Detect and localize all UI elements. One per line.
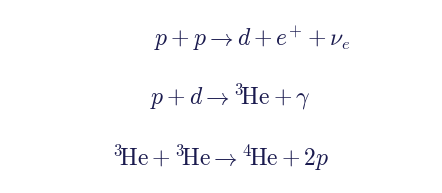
Text: $p + d \rightarrow {^3}\!\mathrm{He} + \gamma$: $p + d \rightarrow {^3}\!\mathrm{He} + \… <box>149 81 310 112</box>
Text: $p + p \rightarrow d + e^{+} + \nu_e$: $p + p \rightarrow d + e^{+} + \nu_e$ <box>154 24 350 53</box>
Text: $^3\!\mathrm{He} + {^3}\!\mathrm{He} \rightarrow {^4}\!\mathrm{He} + 2p$: $^3\!\mathrm{He} + {^3}\!\mathrm{He} \ri… <box>112 143 330 173</box>
